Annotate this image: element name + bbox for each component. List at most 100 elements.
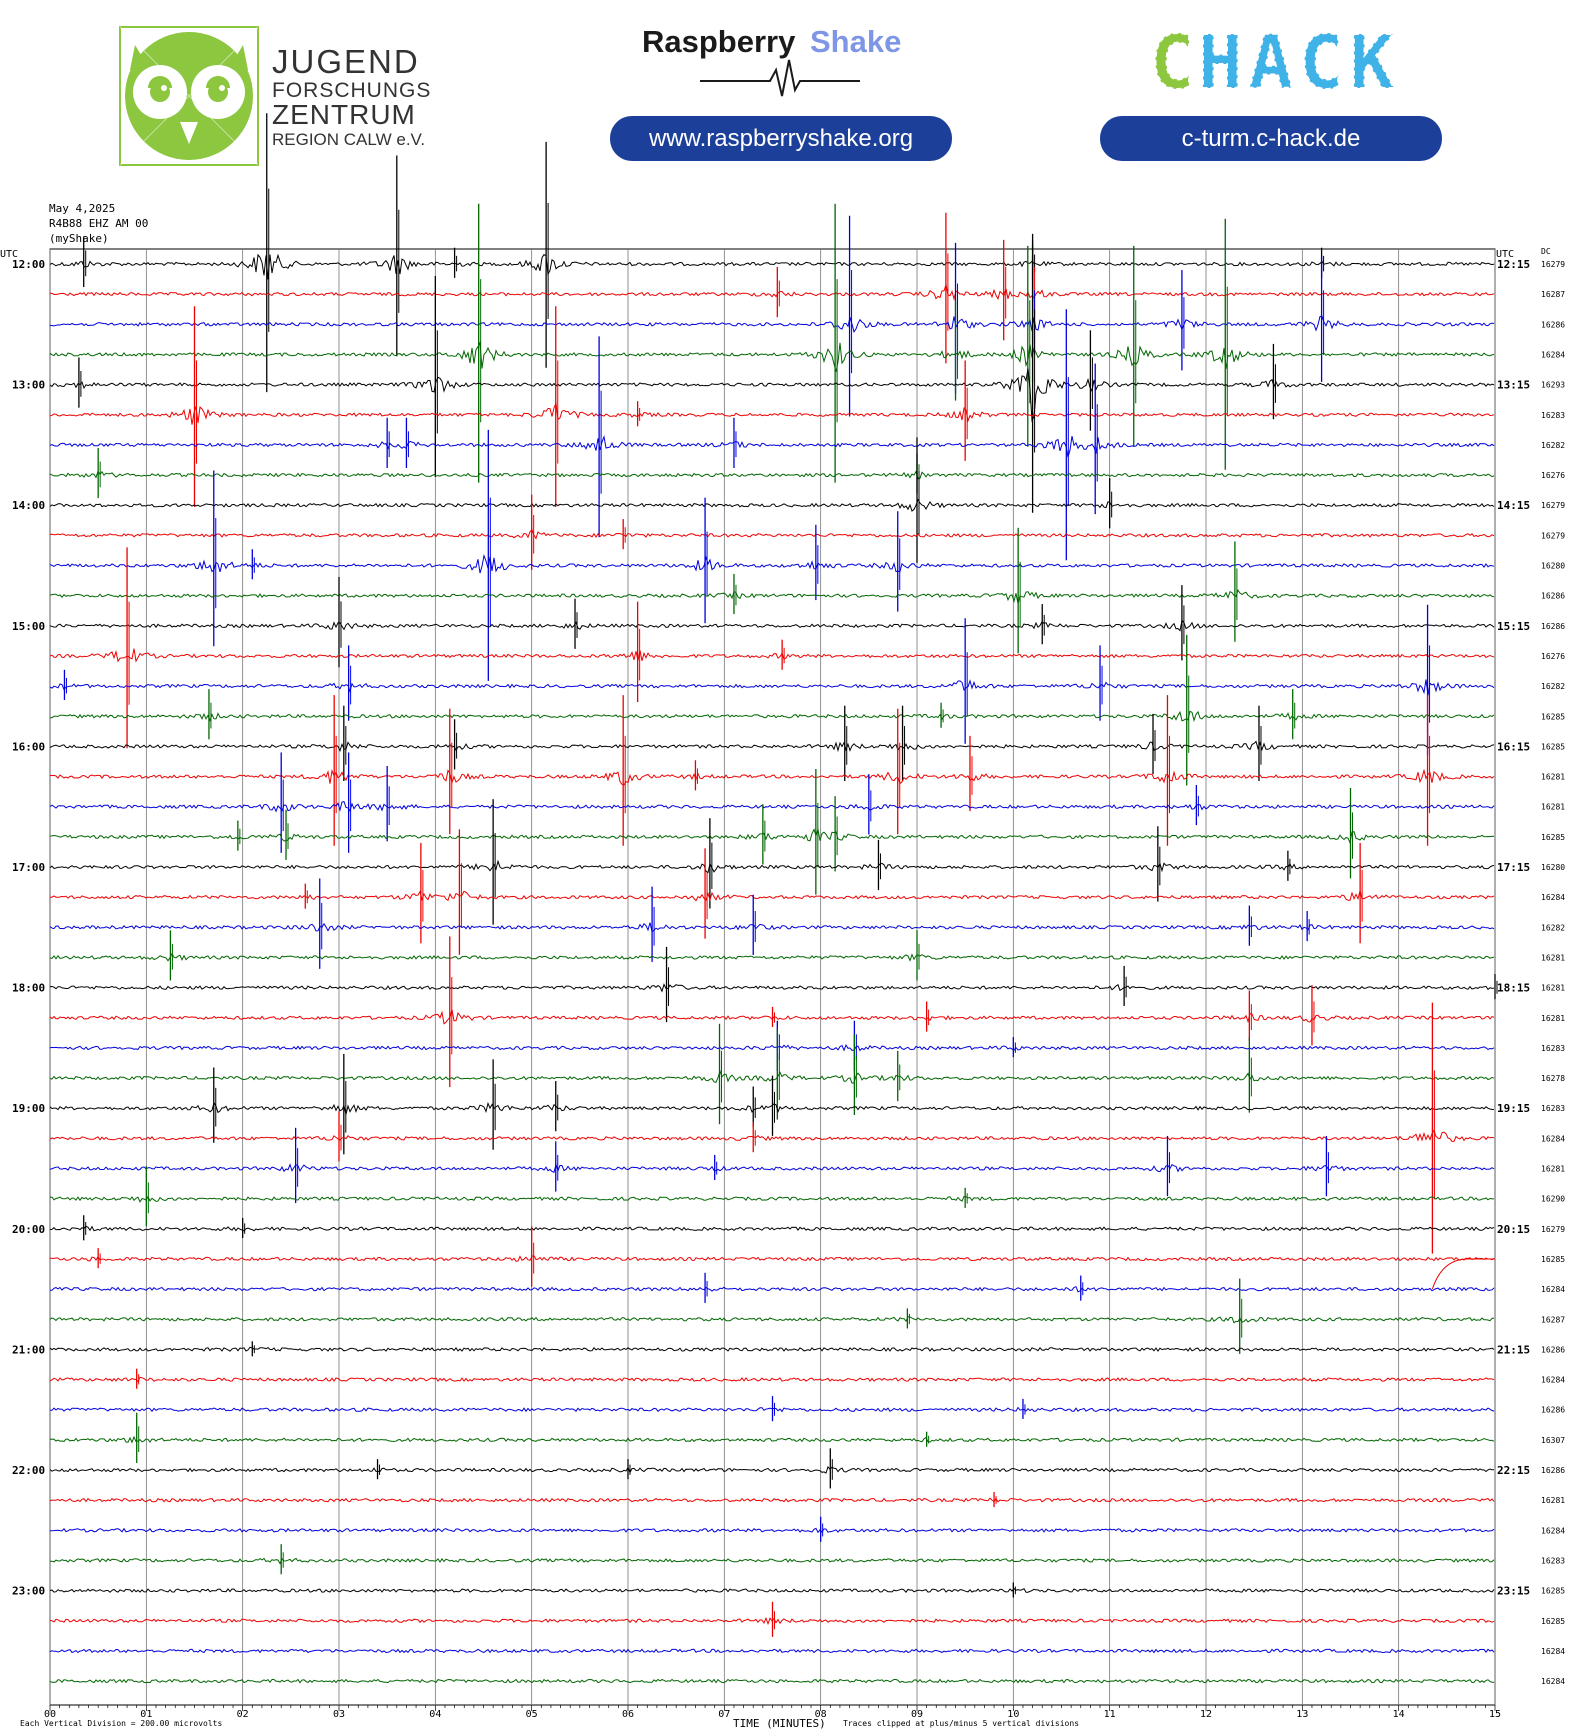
seismic-trace: [49, 1527, 1495, 1534]
x-axis-title: TIME (MINUTES): [733, 1717, 826, 1730]
seismic-trace: [49, 284, 1495, 301]
x-tick-label: 06: [622, 1709, 634, 1720]
trace-group: [49, 113, 1498, 1684]
dc-label: DC: [1541, 247, 1551, 256]
dc-value: 16293: [1541, 381, 1565, 390]
seismic-trace: [49, 1376, 1495, 1383]
seismic-trace: [49, 801, 1495, 813]
x-tick-label: 14: [1393, 1709, 1405, 1720]
dc-value: 16279: [1541, 1225, 1565, 1234]
left-hour-label: 19:00: [12, 1102, 45, 1115]
x-tick-label: 11: [1104, 1709, 1116, 1720]
seismic-trace: [49, 1557, 1495, 1565]
dc-value: 16280: [1541, 863, 1565, 872]
chack-link[interactable]: c-turm.c-hack.de: [1100, 116, 1442, 161]
seismic-trace: [49, 1286, 1495, 1293]
dc-value: 16285: [1541, 712, 1565, 721]
seismic-trace: [49, 470, 1495, 480]
seismic-trace: [49, 340, 1495, 372]
chack-url[interactable]: c-turm.c-hack.de: [1182, 125, 1361, 152]
info-station: R4B88 EHZ AM 00: [49, 217, 148, 230]
left-hour-label: 20:00: [12, 1223, 45, 1236]
dc-value: 16284: [1541, 1134, 1565, 1143]
dc-value: 16290: [1541, 1195, 1565, 1204]
dc-value: 16281: [1541, 773, 1565, 782]
x-tick-label: 00: [44, 1709, 56, 1720]
right-hour-label: 20:15: [1497, 1223, 1530, 1236]
dc-value: 16285: [1541, 833, 1565, 842]
dc-value: 16280: [1541, 562, 1565, 571]
right-hour-label: 12:15: [1497, 258, 1530, 271]
left-hour-label: 12:00: [12, 258, 45, 271]
plot-frame: [49, 248, 1496, 1706]
seismic-trace: [49, 859, 1495, 874]
x-tick-label: 07: [718, 1709, 730, 1720]
dc-value: 16285: [1541, 1255, 1565, 1264]
dc-value: 16284: [1541, 893, 1565, 902]
right-hour-label: 14:15: [1497, 499, 1530, 512]
jfz-logo: JUGEND FORSCHUNGS ZENTRUM REGION CALW e.…: [119, 26, 430, 166]
left-hour-label: 16:00: [12, 740, 45, 753]
dc-value: 16281: [1541, 1496, 1565, 1505]
x-tick-label: 01: [140, 1709, 152, 1720]
right-hour-label: 21:15: [1497, 1343, 1530, 1356]
x-tick-label: 12: [1200, 1709, 1212, 1720]
right-utc-label: UTC: [1496, 249, 1514, 260]
x-tick-label: 09: [911, 1709, 923, 1720]
seismic-trace: [49, 368, 1495, 423]
x-tick-label: 02: [237, 1709, 249, 1720]
axis-labels: 00 01 02 03 04 05 06 07 08 09 10 11 12 13 14 15 16279 12:…: [12, 258, 1565, 1720]
seismic-trace: [49, 1316, 1495, 1324]
left-hour-label: 17:00: [12, 861, 45, 874]
seismic-trace: [49, 1648, 1495, 1654]
seismic-trace: [49, 922, 1495, 933]
seismic-trace: [49, 315, 1495, 333]
seismic-trace: [49, 619, 1495, 632]
dc-value: 16286: [1541, 622, 1565, 631]
raspberryshake-url[interactable]: www.raspberryshake.org: [648, 125, 913, 152]
dc-value: 16284: [1541, 1376, 1565, 1385]
seismic-trace: [49, 1043, 1495, 1052]
x-tick-label: 15: [1489, 1709, 1501, 1720]
footer-right: Traces clipped at plus/minus 5 vertical …: [843, 1719, 1079, 1728]
left-hour-label: 15:00: [12, 620, 45, 633]
raspberryshake-link[interactable]: www.raspberryshake.org: [610, 116, 952, 161]
dc-value: 16281: [1541, 1014, 1565, 1023]
x-tick-label: 05: [526, 1709, 538, 1720]
seismic-trace: [49, 679, 1495, 696]
chack-hack: HACK: [1198, 20, 1400, 106]
dc-value: 16281: [1541, 803, 1565, 812]
left-hour-label: 22:00: [12, 1464, 45, 1477]
seismic-trace: [49, 253, 1495, 280]
dc-value: 16284: [1541, 350, 1565, 359]
dc-value: 16287: [1541, 290, 1565, 299]
right-hour-label: 15:15: [1497, 620, 1530, 633]
jfz-line1: JUGEND: [272, 43, 420, 80]
dc-value: 16284: [1541, 1285, 1565, 1294]
dc-value: 16281: [1541, 984, 1565, 993]
jfz-line4: REGION CALW e.V.: [272, 130, 425, 149]
raspberry-shake-logo: Raspberry Shake www.raspberryshake.org: [610, 24, 952, 161]
dc-value: 16284: [1541, 1647, 1565, 1656]
seismic-trace: [49, 890, 1495, 902]
dc-value: 16278: [1541, 1074, 1565, 1083]
dc-value: 16287: [1541, 1315, 1565, 1324]
jfz-line3: ZENTRUM: [272, 99, 416, 130]
chack-c: C: [1150, 20, 1195, 106]
owl-icon: [119, 26, 259, 166]
info-network: (myShake): [49, 232, 109, 245]
seismic-trace: [49, 1497, 1495, 1503]
right-hour-label: 22:15: [1497, 1464, 1530, 1477]
right-hour-label: 13:15: [1497, 379, 1530, 392]
left-hour-label: 23:00: [12, 1585, 45, 1598]
right-hour-label: 17:15: [1497, 861, 1530, 874]
dc-value: 16286: [1541, 320, 1565, 329]
x-tick-label: 03: [333, 1709, 345, 1720]
x-tick-label: 04: [429, 1709, 441, 1720]
right-hour-label: 19:15: [1497, 1102, 1530, 1115]
dc-value: 16284: [1541, 1677, 1565, 1686]
dc-value: 16286: [1541, 1466, 1565, 1475]
seismic-trace: [49, 553, 1495, 574]
seismic-trace: [49, 1195, 1494, 1203]
